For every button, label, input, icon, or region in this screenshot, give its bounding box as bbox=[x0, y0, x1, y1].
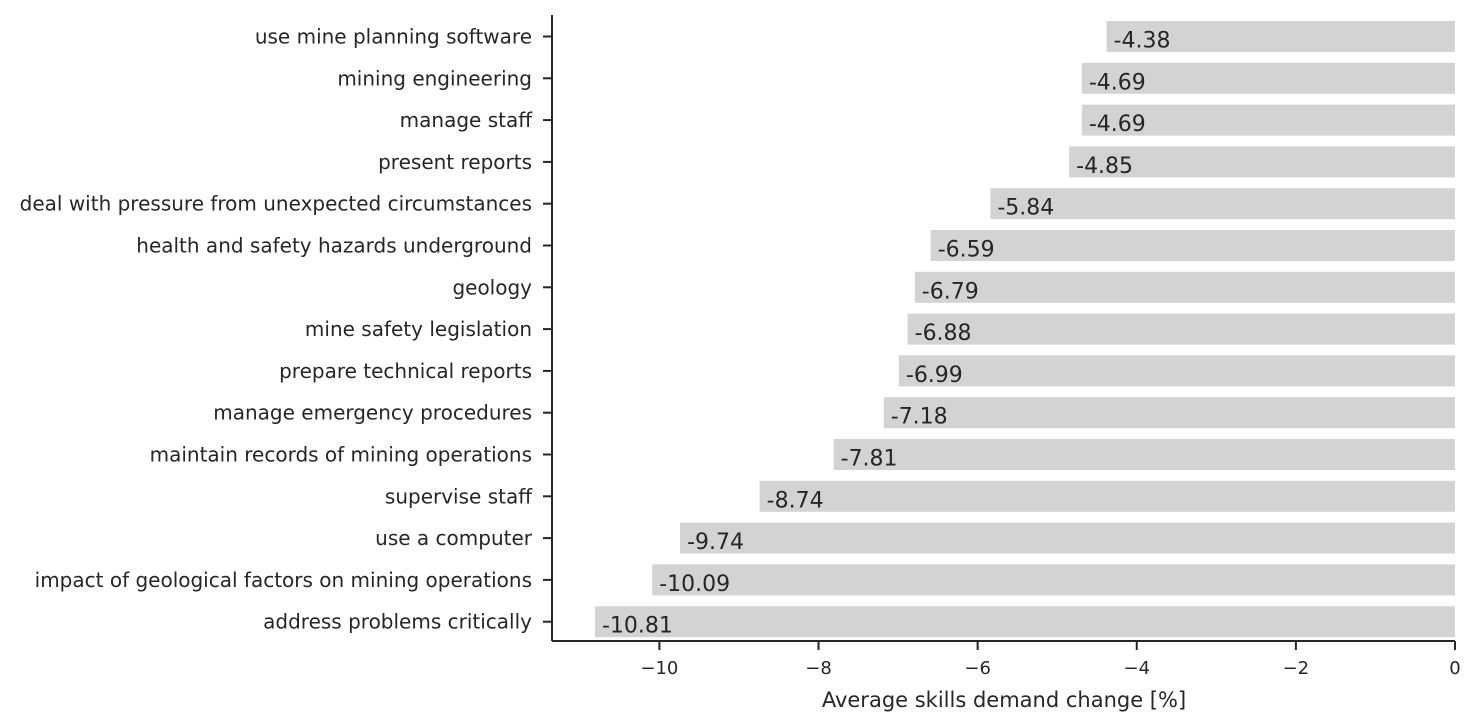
y-tick-label: manage staff bbox=[400, 108, 534, 132]
y-tick-label: impact of geological factors on mining o… bbox=[35, 568, 532, 592]
y-tick-label: supervise staff bbox=[385, 484, 533, 508]
bar bbox=[594, 606, 1455, 638]
y-axis: use mine planning software mining enginee… bbox=[20, 15, 553, 641]
bar-value-label: -6.99 bbox=[906, 363, 963, 388]
bars-layer bbox=[594, 21, 1455, 638]
bar bbox=[990, 188, 1455, 220]
bar bbox=[680, 522, 1455, 554]
bar bbox=[1081, 104, 1455, 136]
bar bbox=[907, 313, 1455, 345]
y-tick-label: prepare technical reports bbox=[279, 359, 532, 383]
bar-value-label: -7.18 bbox=[891, 405, 948, 430]
y-tick-label: mine safety legislation bbox=[305, 317, 532, 341]
y-tick-label: deal with pressure from unexpected circu… bbox=[20, 192, 532, 216]
bar-value-label: -6.59 bbox=[938, 238, 995, 263]
bar-value-label: -10.09 bbox=[659, 572, 730, 597]
bar-value-label: -10.81 bbox=[602, 614, 673, 639]
bar-value-label: -5.84 bbox=[997, 196, 1054, 221]
bar bbox=[652, 564, 1455, 596]
x-tick-label: −10 bbox=[640, 658, 678, 679]
bar-value-label: -4.69 bbox=[1089, 112, 1146, 137]
bar bbox=[914, 271, 1455, 303]
x-axis: −10 −8 −6 −4 −2 0 bbox=[552, 640, 1461, 679]
x-tick-label: −6 bbox=[964, 658, 991, 679]
bar bbox=[759, 480, 1455, 512]
x-axis-title: Average skills demand change [%] bbox=[822, 688, 1186, 712]
x-tick-label: −4 bbox=[1123, 658, 1150, 679]
y-tick-label: health and safety hazards underground bbox=[136, 234, 532, 258]
y-tick-label: address problems critically bbox=[263, 610, 532, 634]
data-labels-layer: -4.38 -4.69 -4.69 -4.85 -5.84-6.59 -6.79 -6.88… bbox=[602, 29, 1171, 639]
bar-value-label: -6.79 bbox=[922, 279, 979, 304]
x-tick-label: 0 bbox=[1449, 658, 1460, 679]
y-tick-label: present reports bbox=[378, 150, 532, 174]
bar bbox=[898, 355, 1455, 387]
bar bbox=[1069, 146, 1455, 178]
bar-value-label: -4.85 bbox=[1076, 154, 1133, 179]
bar bbox=[833, 439, 1455, 470]
bar-value-label: -4.69 bbox=[1089, 70, 1146, 95]
x-tick-label: −8 bbox=[805, 658, 832, 679]
bar-value-label: -6.88 bbox=[915, 321, 972, 346]
bar bbox=[1081, 62, 1455, 94]
bar-value-label: -8.74 bbox=[767, 488, 824, 513]
bar bbox=[930, 230, 1455, 261]
y-tick-label: maintain records of mining operations bbox=[150, 443, 532, 467]
bar bbox=[883, 397, 1455, 429]
y-tick-label: mining engineering bbox=[337, 66, 532, 90]
y-tick-label: use a computer bbox=[375, 526, 533, 550]
bar bbox=[1106, 21, 1455, 52]
x-tick-label: −2 bbox=[1283, 658, 1310, 679]
y-tick-label: geology bbox=[452, 275, 532, 299]
y-tick-label: manage emergency procedures bbox=[213, 401, 532, 425]
bar-value-label: -4.38 bbox=[1114, 29, 1171, 54]
y-tick-label: use mine planning software bbox=[255, 25, 532, 49]
bar-value-label: -9.74 bbox=[687, 530, 744, 555]
bar-value-label: -7.81 bbox=[841, 447, 898, 472]
